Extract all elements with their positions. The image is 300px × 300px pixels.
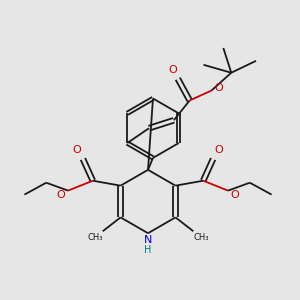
Text: N: N [144, 235, 152, 245]
Text: CH₃: CH₃ [87, 233, 103, 242]
Text: O: O [73, 145, 81, 155]
Text: O: O [230, 190, 239, 200]
Text: O: O [168, 65, 177, 75]
Text: O: O [215, 145, 224, 155]
Text: CH₃: CH₃ [194, 233, 209, 242]
Text: O: O [57, 190, 65, 200]
Text: H: H [144, 245, 152, 255]
Text: O: O [214, 82, 223, 93]
